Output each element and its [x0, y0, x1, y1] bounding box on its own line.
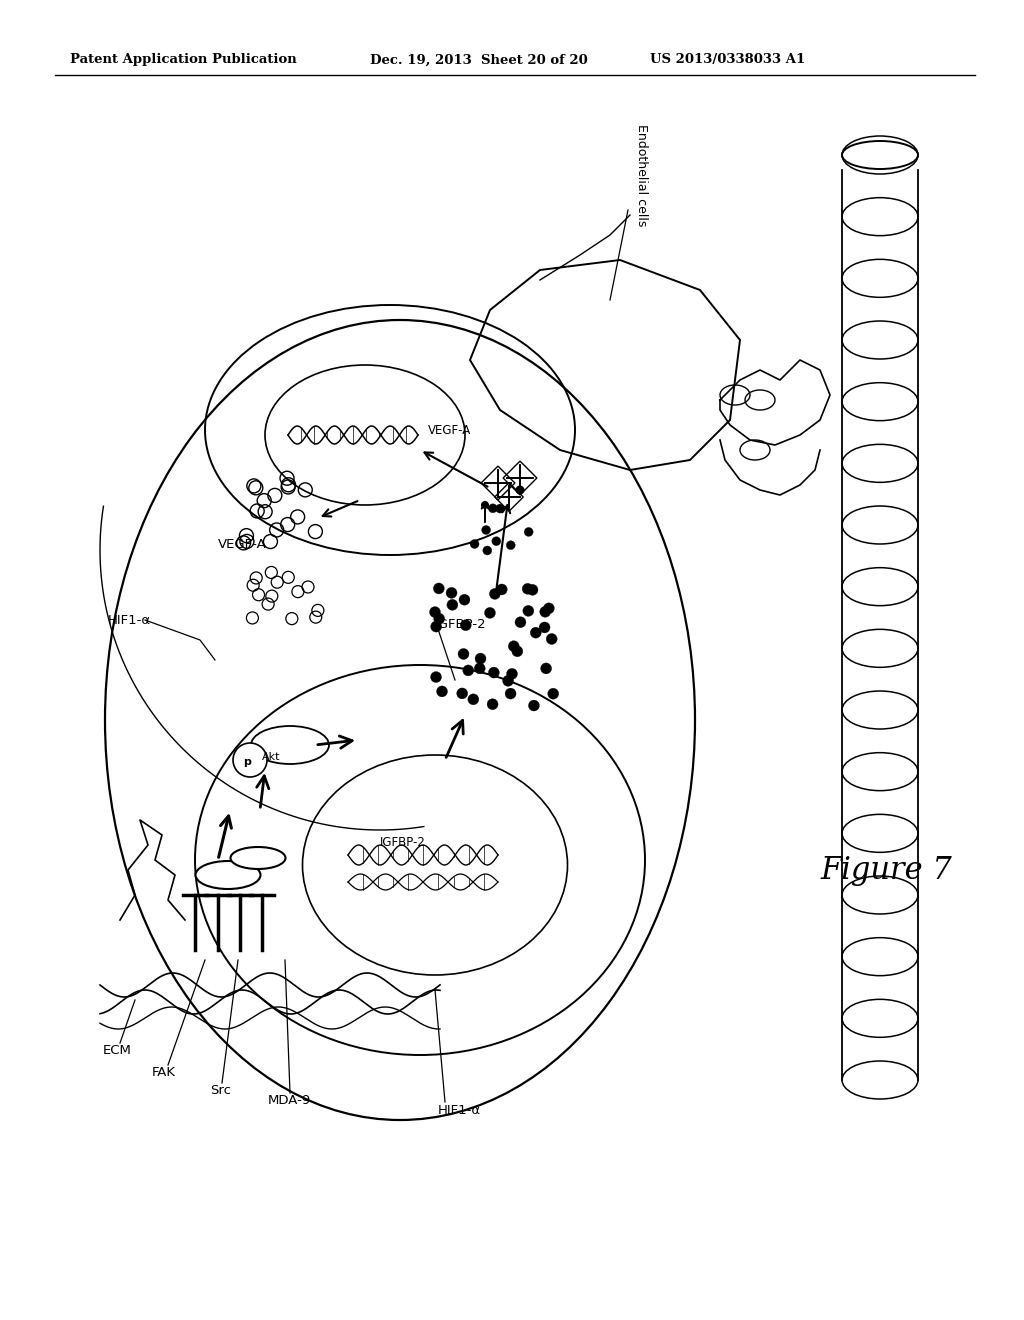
Circle shape: [489, 589, 501, 599]
Text: VEGF-A: VEGF-A: [428, 424, 471, 437]
Circle shape: [474, 663, 485, 675]
Circle shape: [468, 694, 479, 705]
Text: MDA-9: MDA-9: [268, 1093, 311, 1106]
Ellipse shape: [196, 861, 260, 888]
Circle shape: [429, 607, 440, 618]
Circle shape: [540, 606, 551, 618]
Circle shape: [515, 616, 526, 628]
Circle shape: [524, 528, 534, 536]
Circle shape: [481, 502, 489, 510]
Circle shape: [431, 622, 441, 632]
Circle shape: [539, 622, 550, 632]
Circle shape: [457, 688, 468, 698]
Circle shape: [497, 583, 507, 595]
Circle shape: [527, 585, 538, 595]
Circle shape: [488, 504, 498, 512]
Circle shape: [470, 540, 479, 549]
Circle shape: [446, 587, 457, 598]
Text: ECM: ECM: [103, 1044, 132, 1056]
Circle shape: [233, 743, 267, 777]
Circle shape: [523, 606, 534, 616]
Circle shape: [430, 672, 441, 682]
Circle shape: [506, 541, 515, 549]
Ellipse shape: [230, 847, 286, 869]
Text: HIF1-α: HIF1-α: [108, 614, 152, 627]
Text: US 2013/0338033 A1: US 2013/0338033 A1: [650, 54, 805, 66]
Circle shape: [433, 583, 444, 594]
Text: IGFBP-2: IGFBP-2: [380, 837, 426, 850]
Circle shape: [496, 504, 505, 513]
Circle shape: [436, 686, 447, 697]
Text: VEGF-A: VEGF-A: [218, 539, 266, 552]
Text: Src: Src: [210, 1084, 231, 1097]
Circle shape: [484, 607, 496, 618]
Circle shape: [446, 599, 458, 610]
Text: HIF1-α: HIF1-α: [438, 1104, 481, 1117]
Circle shape: [546, 634, 557, 644]
Text: FAK: FAK: [152, 1065, 176, 1078]
Text: Patent Application Publication: Patent Application Publication: [70, 54, 297, 66]
Circle shape: [459, 594, 470, 606]
Circle shape: [515, 486, 524, 495]
Circle shape: [530, 627, 542, 638]
Circle shape: [507, 668, 517, 680]
Circle shape: [475, 653, 486, 664]
Circle shape: [463, 665, 474, 676]
Circle shape: [458, 648, 469, 660]
Circle shape: [548, 688, 559, 700]
Circle shape: [460, 619, 471, 631]
Text: Endothelial cells: Endothelial cells: [635, 124, 648, 226]
Circle shape: [528, 700, 540, 711]
Circle shape: [481, 525, 490, 535]
Text: Dec. 19, 2013  Sheet 20 of 20: Dec. 19, 2013 Sheet 20 of 20: [370, 54, 588, 66]
Circle shape: [508, 640, 519, 652]
Circle shape: [505, 688, 516, 700]
Text: Akt: Akt: [262, 752, 281, 762]
Circle shape: [512, 645, 523, 657]
Circle shape: [434, 614, 444, 624]
Text: p: p: [243, 756, 251, 767]
Circle shape: [541, 663, 552, 675]
Circle shape: [492, 537, 501, 545]
Circle shape: [488, 667, 500, 678]
Text: Figure 7: Figure 7: [820, 854, 951, 886]
Text: IGFBP-2: IGFBP-2: [435, 619, 486, 631]
Circle shape: [482, 546, 492, 554]
Circle shape: [503, 676, 514, 686]
Circle shape: [522, 583, 534, 594]
Circle shape: [544, 603, 554, 614]
Circle shape: [487, 698, 498, 710]
